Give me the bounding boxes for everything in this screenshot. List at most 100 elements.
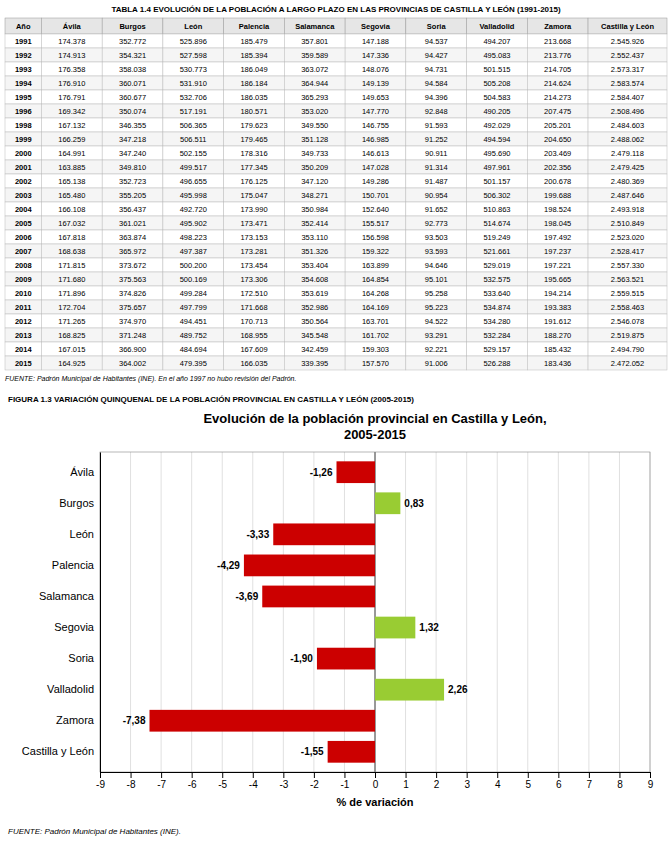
- table-cell: [102, 174, 163, 188]
- table-value: 1999: [15, 135, 32, 144]
- table-value: 502.155: [180, 149, 207, 158]
- table-value: 163.701: [362, 317, 389, 326]
- table-value: 147.188: [362, 37, 389, 46]
- table-cell: [41, 174, 102, 188]
- table-value: 364.002: [119, 359, 146, 368]
- table-value: 347.218: [119, 135, 146, 144]
- table-value: 353.020: [301, 107, 328, 116]
- table-cell: [102, 104, 163, 118]
- table-value: 171.668: [240, 303, 267, 312]
- table-cell: [345, 188, 406, 202]
- table-value: 197.237: [544, 247, 571, 256]
- table-value: 2008: [15, 261, 32, 270]
- table-value: 353.404: [301, 261, 328, 270]
- table-cell: [163, 62, 224, 76]
- table-value: 171.680: [58, 275, 85, 284]
- table-value: 1992: [15, 51, 32, 60]
- x-tick-label: -5: [218, 779, 227, 790]
- table-value: 499.517: [180, 163, 207, 172]
- table-cell: [345, 258, 406, 272]
- table-value: 1995: [15, 93, 32, 102]
- table-value: 191.612: [544, 317, 571, 326]
- table-cell: [467, 356, 528, 370]
- table-value: 357.801: [301, 37, 328, 46]
- table-cell: [41, 118, 102, 132]
- table-cell: [406, 216, 467, 230]
- table-value: 157.570: [362, 359, 389, 368]
- table-cell: [527, 188, 588, 202]
- table-value: 375.563: [119, 275, 146, 284]
- table-cell: [224, 174, 285, 188]
- table-cell: [345, 230, 406, 244]
- table-value: 175.047: [240, 191, 267, 200]
- table-cell: [588, 300, 667, 314]
- table-value: 174.913: [58, 51, 85, 60]
- y-tick: Ávila: [70, 466, 100, 478]
- table-value: 510.863: [483, 205, 510, 214]
- x-tick: 2: [434, 772, 440, 790]
- y-tick: Burgos: [59, 497, 100, 509]
- table-value: 496.655: [180, 177, 207, 186]
- table-value: 214.624: [544, 79, 571, 88]
- table-cell: [41, 230, 102, 244]
- table-value: 2.493.918: [611, 205, 644, 214]
- table-value: 353.619: [301, 289, 328, 298]
- bar: [375, 492, 400, 514]
- table-value: 169.342: [58, 107, 85, 116]
- x-tick-mark: [467, 772, 468, 778]
- chart-title-line: 2005-2015: [344, 427, 406, 442]
- table-value: 91.487: [425, 177, 448, 186]
- table-value: 179.465: [240, 135, 267, 144]
- table-cell: [163, 104, 224, 118]
- table-cell: [284, 174, 345, 188]
- table-value: 350.984: [301, 205, 328, 214]
- table-value: 355.205: [119, 191, 146, 200]
- table-value: 149.286: [362, 177, 389, 186]
- table-value: 494.207: [483, 37, 510, 46]
- table-value: 494.594: [483, 135, 510, 144]
- table-cell: [5, 216, 41, 230]
- table-value: 200.678: [544, 177, 571, 186]
- table-cell: [527, 174, 588, 188]
- table-cell: [527, 146, 588, 160]
- header-label: Zamora: [544, 22, 572, 31]
- table-cell: [345, 48, 406, 62]
- table-value: 363.874: [119, 233, 146, 242]
- table-cell: [345, 286, 406, 300]
- table-value: 91.252: [425, 135, 448, 144]
- table-cell: [163, 286, 224, 300]
- table-cell: [284, 328, 345, 342]
- x-tick: -9: [96, 772, 105, 790]
- table-value: 349.810: [119, 163, 146, 172]
- table-value: 177.345: [240, 163, 267, 172]
- table-cell: [5, 62, 41, 76]
- header-cell: [406, 18, 467, 34]
- grid-line: [436, 452, 437, 772]
- table-cell: [588, 48, 667, 62]
- table-value: 166.108: [58, 205, 85, 214]
- table-value: 176.125: [240, 177, 267, 186]
- table-value: 359.589: [301, 51, 328, 60]
- x-tick-label: -9: [96, 779, 105, 790]
- table-value: 360.071: [119, 79, 146, 88]
- table-value: 149.139: [362, 79, 389, 88]
- table-value: 1994: [15, 79, 33, 88]
- y-tick-label: Salamanca: [39, 590, 95, 602]
- table-cell: [224, 314, 285, 328]
- data-labels: -1,260,83-3,33-4,29-3,691,32-1,902,26-7,…: [123, 467, 468, 758]
- table-cell: [406, 160, 467, 174]
- table-cell: [527, 356, 588, 370]
- table-cell: [102, 216, 163, 230]
- table-value: 1998: [15, 121, 32, 130]
- table-value: 506.365: [180, 121, 207, 130]
- table-value: 167.015: [58, 345, 85, 354]
- table-value: 339.395: [301, 359, 328, 368]
- y-axis-line: [100, 453, 101, 773]
- table-value: 149.653: [362, 93, 389, 102]
- table-value: 94.646: [425, 261, 448, 270]
- header-cell: [5, 18, 41, 34]
- table-value: 479.395: [180, 359, 207, 368]
- table-cell: [345, 272, 406, 286]
- table-cell: [163, 356, 224, 370]
- table-cell: [224, 146, 285, 160]
